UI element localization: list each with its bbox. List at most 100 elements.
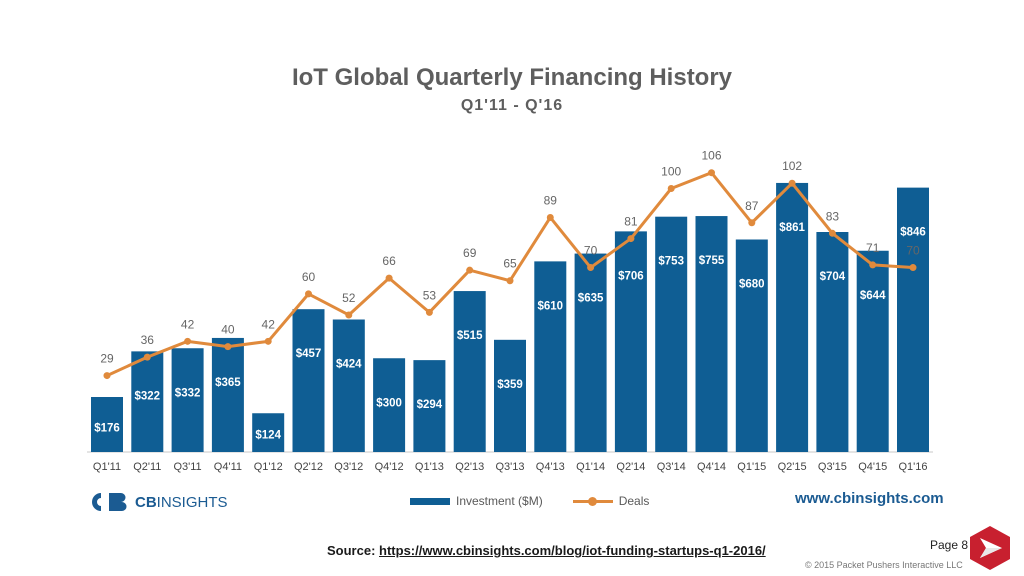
source-line: Source: https://www.cbinsights.com/blog/…	[327, 543, 766, 558]
bar-label-3: $365	[215, 377, 241, 389]
deals-label-5: 60	[302, 270, 316, 284]
bar-12	[574, 253, 607, 452]
chart-legend: Investment ($M) Deals	[410, 494, 649, 508]
deals-point-1	[143, 353, 151, 361]
bar-19	[856, 250, 889, 452]
x-tick-label-11: Q4'13	[536, 461, 565, 473]
bar-label-6: $424	[336, 359, 362, 371]
bar-label-8: $294	[417, 399, 443, 411]
bar-20	[897, 187, 929, 452]
x-tick-label-17: Q2'15	[778, 461, 807, 473]
legend-bar-swatch	[410, 497, 450, 505]
x-tick-label-19: Q4'15	[858, 461, 887, 473]
source-label: Source:	[327, 543, 376, 558]
x-tick-label-12: Q1'14	[576, 461, 605, 473]
deals-point-13	[627, 235, 635, 243]
deals-label-15: 106	[701, 149, 721, 163]
deals-label-20: 70	[906, 244, 920, 258]
deals-label-2: 42	[181, 317, 195, 331]
bar-label-12: $635	[578, 293, 604, 305]
deals-label-3: 40	[221, 323, 235, 337]
chart-title: IoT Global Quarterly Financing History	[291, 64, 733, 91]
bar-label-13: $706	[618, 270, 644, 282]
cb-insights-logo: CBINSIGHTS	[91, 492, 228, 512]
bar-13	[614, 231, 647, 452]
deals-point-6	[345, 311, 353, 319]
deals-point-12	[587, 264, 595, 272]
bar-label-18: $704	[820, 271, 846, 283]
bar-3	[211, 337, 244, 452]
deals-point-11	[546, 213, 554, 221]
x-tick-label-1: Q2'11	[133, 461, 161, 473]
deals-label-1: 36	[141, 333, 155, 347]
deals-point-18	[828, 229, 836, 237]
bar-label-5: $457	[296, 348, 322, 360]
x-tick-label-2: Q3'11	[173, 461, 201, 473]
deals-point-5	[305, 290, 312, 298]
packet-pushers-logo-icon	[970, 526, 1010, 570]
page-number: Page 8	[930, 538, 968, 552]
x-tick-label-3: Q4'11	[214, 461, 242, 473]
bar-label-16: $680	[739, 279, 765, 291]
x-tick-label-13: Q2'14	[616, 461, 645, 473]
website-label: www.cbinsights.com	[795, 490, 944, 507]
bar-10	[494, 339, 526, 452]
deals-label-0: 29	[100, 352, 114, 366]
deals-point-15	[708, 169, 715, 177]
deals-label-9: 69	[463, 246, 477, 260]
bar-label-9: $515	[457, 330, 483, 342]
deals-point-16	[748, 219, 756, 227]
bar-label-20: $846	[900, 227, 926, 239]
legend-investment-label: Investment ($M)	[456, 494, 543, 508]
deals-label-11: 89	[544, 193, 558, 207]
logo-suffix: INSIGHTS	[156, 493, 228, 511]
deals-point-20	[909, 264, 917, 272]
legend-deals-label: Deals	[618, 494, 650, 508]
bar-label-15: $755	[699, 255, 725, 267]
bar-label-1: $322	[135, 390, 161, 402]
deals-label-8: 53	[423, 288, 437, 302]
bar-17	[776, 182, 809, 452]
logo-prefix: CB	[135, 493, 157, 511]
bar-1	[131, 351, 164, 452]
x-tick-label-10: Q3'13	[495, 461, 524, 473]
bar-15	[695, 216, 728, 452]
x-tick-label-16: Q1'15	[737, 461, 766, 473]
bar-label-11: $610	[538, 300, 564, 312]
deals-label-6: 52	[342, 291, 356, 305]
bar-label-4: $124	[255, 430, 281, 442]
x-tick-label-6: Q3'12	[334, 461, 363, 473]
deals-point-7	[385, 274, 393, 282]
deals-point-9	[466, 266, 474, 274]
bar-label-14: $753	[658, 256, 684, 268]
deals-label-10: 65	[503, 257, 517, 271]
bar-label-0: $176	[94, 422, 120, 434]
deals-point-19	[869, 261, 877, 269]
cb-logo-icon	[91, 492, 131, 512]
bar-5	[292, 309, 325, 452]
x-tick-label-9: Q2'13	[455, 461, 484, 473]
x-tick-label-18: Q3'15	[818, 461, 847, 473]
page-label: Page	[930, 538, 959, 552]
bar-14	[655, 216, 688, 452]
deals-label-17: 102	[782, 159, 802, 173]
bar-8	[413, 360, 446, 452]
deals-label-14: 100	[661, 165, 681, 179]
x-tick-label-4: Q1'12	[254, 461, 283, 473]
bar-6	[332, 319, 365, 452]
x-tick-label-20: Q1'16	[898, 461, 927, 473]
deals-point-3	[224, 343, 232, 351]
bar-label-19: $644	[860, 290, 886, 302]
deals-label-4: 42	[262, 317, 276, 331]
deals-label-12: 70	[584, 244, 598, 258]
deals-point-17	[788, 179, 796, 187]
bar-label-2: $332	[175, 387, 201, 399]
x-tick-label-0: Q1'11	[93, 461, 121, 473]
bar-label-7: $300	[376, 397, 402, 409]
bar-11	[534, 261, 567, 452]
bar-18	[816, 232, 849, 452]
source-link[interactable]: https://www.cbinsights.com/blog/iot-fund…	[379, 543, 766, 558]
bar-2	[171, 348, 204, 452]
bar-16	[735, 239, 768, 452]
